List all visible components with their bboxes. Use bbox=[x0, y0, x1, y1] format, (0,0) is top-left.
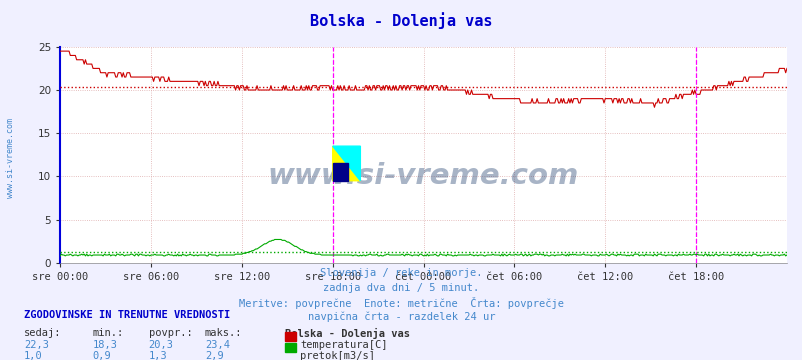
Text: Bolska - Dolenja vas: Bolska - Dolenja vas bbox=[310, 13, 492, 30]
Text: navpična črta - razdelek 24 ur: navpična črta - razdelek 24 ur bbox=[307, 311, 495, 322]
Text: Meritve: povprečne  Enote: metrične  Črta: povprečje: Meritve: povprečne Enote: metrične Črta:… bbox=[239, 297, 563, 309]
Polygon shape bbox=[332, 146, 360, 181]
Text: pretok[m3/s]: pretok[m3/s] bbox=[300, 351, 375, 360]
Text: 0,9: 0,9 bbox=[92, 351, 111, 360]
Text: maks.:: maks.: bbox=[205, 328, 242, 338]
Text: 2,9: 2,9 bbox=[205, 351, 223, 360]
Polygon shape bbox=[332, 146, 360, 181]
Text: sedaj:: sedaj: bbox=[24, 328, 62, 338]
Text: temperatura[C]: temperatura[C] bbox=[300, 340, 387, 350]
Text: 18,3: 18,3 bbox=[92, 340, 117, 350]
Text: 23,4: 23,4 bbox=[205, 340, 229, 350]
Text: 1,3: 1,3 bbox=[148, 351, 167, 360]
Text: povpr.:: povpr.: bbox=[148, 328, 192, 338]
Text: zadnja dva dni / 5 minut.: zadnja dva dni / 5 minut. bbox=[323, 283, 479, 293]
Text: ZGODOVINSKE IN TRENUTNE VREDNOSTI: ZGODOVINSKE IN TRENUTNE VREDNOSTI bbox=[24, 310, 230, 320]
Text: Bolska - Dolenja vas: Bolska - Dolenja vas bbox=[285, 328, 410, 339]
Bar bbox=[332, 163, 347, 181]
Text: www.si-vreme.com: www.si-vreme.com bbox=[6, 118, 15, 198]
Text: Slovenija / reke in morje.: Slovenija / reke in morje. bbox=[320, 268, 482, 278]
Text: www.si-vreme.com: www.si-vreme.com bbox=[268, 162, 578, 190]
Text: 1,0: 1,0 bbox=[24, 351, 43, 360]
Text: 22,3: 22,3 bbox=[24, 340, 49, 350]
Text: min.:: min.: bbox=[92, 328, 124, 338]
Text: 20,3: 20,3 bbox=[148, 340, 173, 350]
